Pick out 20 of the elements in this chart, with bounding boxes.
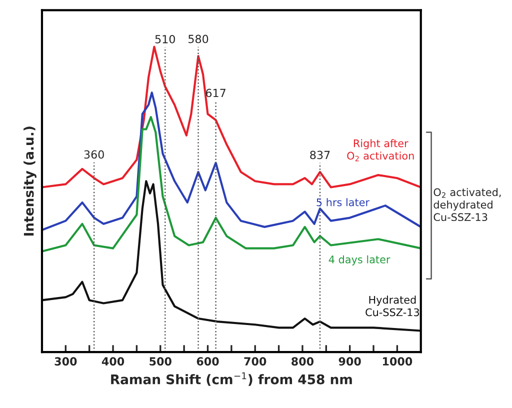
series-label: Hydrated Cu-SSZ-13: [366, 296, 420, 316]
x-tick-label: 700: [244, 357, 266, 366]
ref-line-label: 617: [206, 88, 226, 98]
x-axis-title: Raman Shift (cm$^{−1}$) from 458 nm: [111, 372, 352, 386]
x-tick-label: 500: [150, 357, 172, 366]
series-label: 5 hrs later: [316, 198, 370, 206]
x-tick-label: 800: [292, 357, 314, 366]
x-tick-label: 400: [102, 357, 124, 366]
x-tick-label: 900: [338, 357, 361, 366]
ref-line-label: 510: [155, 34, 175, 44]
ref-line-label: 360: [84, 150, 104, 159]
ref-line-label: 580: [188, 34, 208, 44]
ref-line-label: 837: [310, 150, 330, 160]
y-axis-title: Intensity (a.u.): [24, 126, 36, 236]
x-tick-label: 300: [54, 357, 77, 366]
series-label: 4 days later: [328, 255, 390, 266]
x-tick-label: 1000: [382, 357, 412, 366]
text: Right after O$_{2}$ activation: [347, 139, 414, 162]
text: O$_{2}$ activated, dehydrated Cu-SSZ-13: [434, 188, 501, 222]
x-tick-label: 600: [196, 357, 219, 366]
